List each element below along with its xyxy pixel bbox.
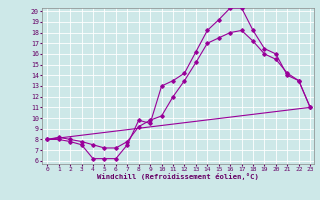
X-axis label: Windchill (Refroidissement éolien,°C): Windchill (Refroidissement éolien,°C) <box>97 173 259 180</box>
